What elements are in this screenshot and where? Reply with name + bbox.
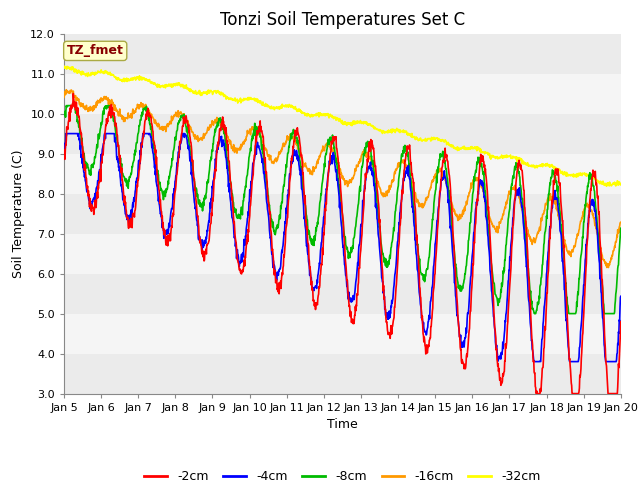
Bar xyxy=(64,114,621,154)
Legend: -2cm, -4cm, -8cm, -16cm, -32cm: -2cm, -4cm, -8cm, -16cm, -32cm xyxy=(140,465,545,480)
Y-axis label: Soil Temperature (C): Soil Temperature (C) xyxy=(12,149,25,278)
Text: TZ_fmet: TZ_fmet xyxy=(67,44,124,58)
Bar xyxy=(64,73,621,114)
X-axis label: Time: Time xyxy=(327,418,358,431)
Bar xyxy=(64,154,621,193)
Bar xyxy=(64,193,621,234)
Bar xyxy=(64,34,621,73)
Title: Tonzi Soil Temperatures Set C: Tonzi Soil Temperatures Set C xyxy=(220,11,465,29)
Bar xyxy=(64,313,621,354)
Bar xyxy=(64,354,621,394)
Bar xyxy=(64,234,621,274)
Bar xyxy=(64,274,621,313)
